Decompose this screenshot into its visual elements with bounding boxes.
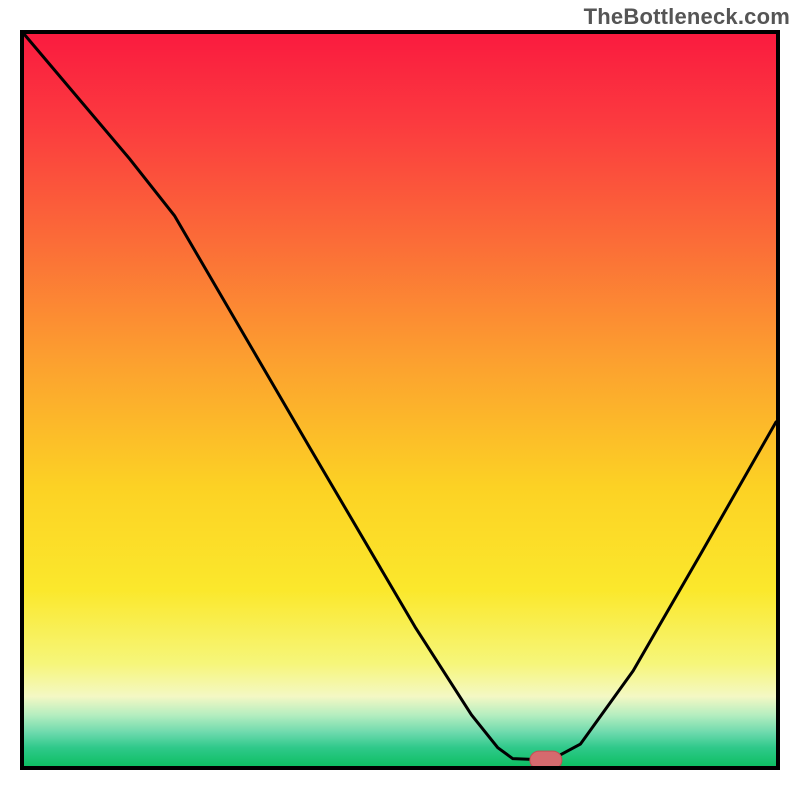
- chart-stage: TheBottleneck.com: [0, 0, 800, 800]
- watermark-label: TheBottleneck.com: [584, 4, 790, 30]
- plot-gradient: [24, 34, 776, 766]
- bottleneck-chart: [0, 0, 800, 800]
